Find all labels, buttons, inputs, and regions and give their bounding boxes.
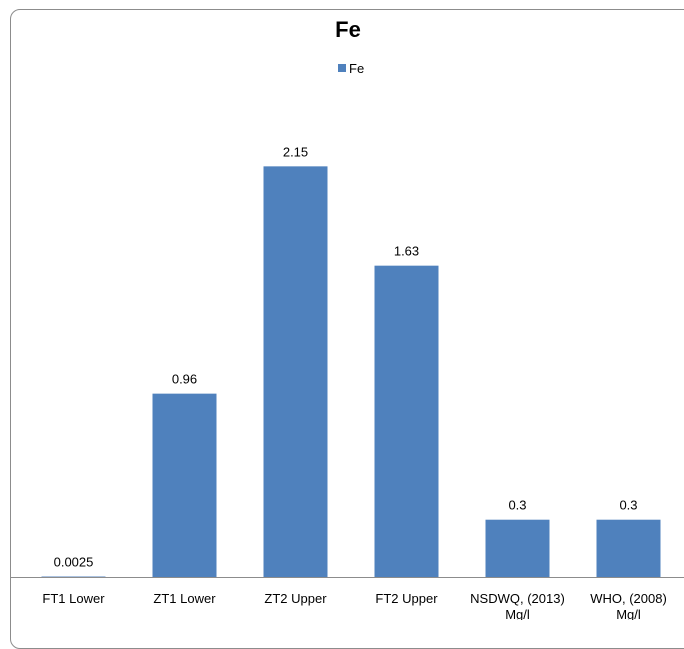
data-label-nsdwq-2013-mg-l: 0.3 — [508, 498, 526, 513]
tick-label-ft1-lower: FT1 Lower — [42, 591, 105, 606]
bar-ft2-upper — [375, 266, 439, 577]
data-label-zt1-lower: 0.96 — [172, 372, 197, 387]
bar-zt1-lower — [153, 394, 217, 577]
tick-label-zt1-lower: ZT1 Lower — [153, 591, 216, 606]
data-labels: 0.0025 0.96 2.15 1.63 0.3 0.3 — [54, 144, 638, 569]
bar-zt2-upper — [264, 166, 328, 577]
data-label-who-2008-mg-l: 0.3 — [619, 498, 637, 513]
chart-title: Fe — [335, 17, 361, 42]
tick-label-who-2008-mg-l: WHO, (2008)Mg/l — [590, 591, 667, 620]
bar-nsdwq-2013-mg-l — [486, 520, 550, 577]
data-label-ft1-lower: 0.0025 — [54, 555, 94, 570]
data-label-ft2-upper: 1.63 — [394, 244, 419, 259]
legend: Fe — [338, 61, 364, 76]
tick-label-zt2-upper: ZT2 Upper — [264, 591, 327, 606]
fe-bar-chart: Fe Fe 0.0025 0.96 2.15 1.63 0.3 0.3 FT1 Lower… — [0, 0, 684, 620]
legend-label: Fe — [349, 61, 364, 76]
tick-label-ft2-upper: FT2 Upper — [375, 591, 438, 606]
tick-label-nsdwq-2013-mg-l: NSDWQ, (2013)Mg/l — [470, 591, 565, 620]
legend-swatch — [338, 64, 346, 72]
bar-who-2008-mg-l — [597, 520, 661, 577]
data-label-zt2-upper: 2.15 — [283, 144, 308, 159]
bar-series — [42, 166, 661, 577]
x-axis-tick-labels: FT1 Lower ZT1 Lower ZT2 Upper FT2 Upper NSDW… — [42, 591, 666, 620]
